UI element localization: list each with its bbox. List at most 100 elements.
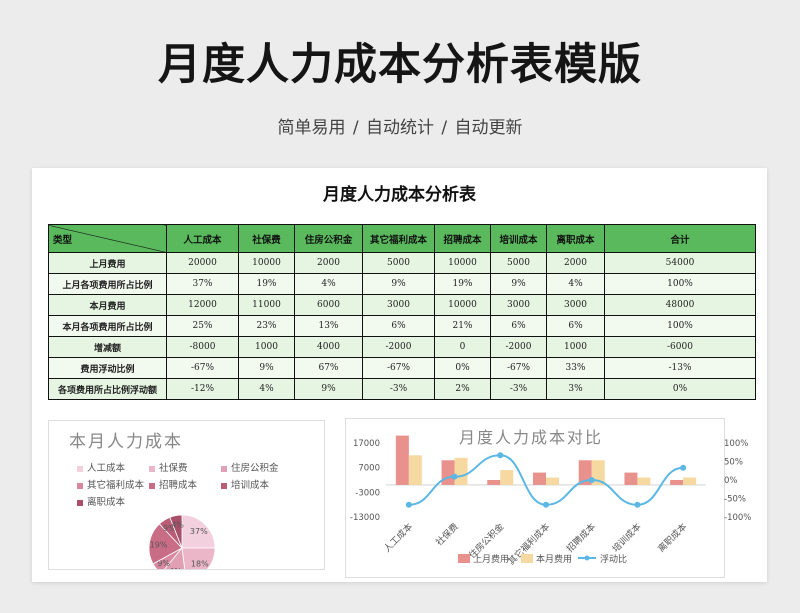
table-cell[interactable]: 21% (434, 315, 491, 337)
table-cell[interactable]: 10000 (238, 252, 295, 274)
row-header-cell[interactable]: 上月费用 (48, 252, 167, 274)
table-cell[interactable]: 6% (490, 315, 547, 337)
table-cell[interactable]: 1000 (546, 336, 605, 358)
table-row: 各项费用所占比例浮动额 -12% 4% 9% -3% 2% -3% 3% 0% (48, 378, 756, 400)
table-cell[interactable]: 2% (434, 378, 491, 400)
pie-chart-title: 本月人力成本 (69, 432, 183, 452)
table-cell[interactable]: 5000 (490, 252, 547, 274)
bar-this-month (591, 460, 605, 485)
table-cell[interactable]: 1000 (238, 336, 295, 358)
table-cell[interactable]: 3000 (546, 294, 605, 316)
row-header-cell[interactable]: 上月各项费用所占比例 (48, 273, 167, 295)
table-cell[interactable]: 3000 (490, 294, 547, 316)
table-cell[interactable]: 100% (604, 315, 756, 337)
row-header-cell[interactable]: 费用浮动比例 (48, 357, 167, 379)
table-cell[interactable]: 11000 (238, 294, 295, 316)
combo-chart-panel[interactable]: 月度人力成本对比 17000 7000 -3000 -13000 100% 50% 0% -50… (345, 418, 751, 578)
table-cell[interactable]: 4% (238, 378, 295, 400)
legend-label: 社保费 (159, 463, 188, 474)
table-cell[interactable]: -8000 (166, 336, 239, 358)
bar-last-month (395, 435, 409, 485)
pie-slice-label: 4% (171, 521, 184, 530)
combo-chart: 月度人力成本对比 17000 7000 -3000 -13000 100% 50% 0% -50… (350, 428, 751, 567)
table-cell[interactable]: -67% (362, 357, 435, 379)
table-cell[interactable]: 100% (604, 273, 756, 295)
table-cell[interactable]: 13% (294, 315, 363, 337)
table-cell[interactable]: -2000 (490, 336, 547, 358)
row-header-cell[interactable]: 各项费用所占比例浮动额 (48, 378, 167, 400)
row-header-cell[interactable]: 增减额 (48, 336, 167, 358)
table-cell[interactable]: 0 (434, 336, 491, 358)
y-tick-label: 17000 (353, 439, 380, 449)
table-cell[interactable]: 54000 (604, 252, 756, 274)
table-cell[interactable]: 9% (238, 357, 295, 379)
table-cell[interactable]: -13% (604, 357, 756, 379)
pie-slice (169, 514, 183, 549)
header-cell[interactable]: 培训成本 (490, 224, 547, 253)
table-cell[interactable]: 23% (238, 315, 295, 337)
pie-slice-label: 18% (191, 560, 209, 569)
table-cell[interactable]: 4% (294, 273, 363, 295)
legend-label: 培训成本 (231, 480, 270, 491)
float-ratio-point (405, 501, 412, 508)
legend-item: 人工成本 (77, 460, 149, 474)
header-cell[interactable]: 招聘成本 (434, 224, 491, 253)
table-cell[interactable]: 9% (362, 273, 435, 295)
table-cell[interactable]: 6% (546, 315, 605, 337)
table-cell[interactable]: 0% (434, 357, 491, 379)
legend-swatch (221, 465, 227, 472)
table-cell[interactable]: 3% (546, 378, 605, 400)
table-cell[interactable]: 25% (166, 315, 239, 337)
table-cell[interactable]: -67% (490, 357, 547, 379)
table-cell[interactable]: 2000 (294, 252, 363, 274)
table-cell[interactable]: 12000 (166, 294, 239, 316)
table-cell[interactable]: -2000 (362, 336, 435, 358)
table-cell[interactable]: -3% (490, 378, 547, 400)
x-tick-label: 人工成本 (381, 521, 415, 555)
pie-slice-label: 4% (169, 567, 182, 570)
header-cell[interactable]: 人工成本 (166, 224, 239, 253)
pie-slice-label: 37% (190, 527, 208, 536)
table-cell[interactable]: 9% (294, 378, 363, 400)
table-cell[interactable]: 67% (294, 357, 363, 379)
header-cell[interactable]: 其它福利成本 (362, 224, 435, 253)
row-header-cell[interactable]: 本月各项费用所占比例 (48, 315, 167, 337)
table-cell[interactable]: -67% (166, 357, 239, 379)
table-cell[interactable]: 6000 (294, 294, 363, 316)
table-cell[interactable]: 19% (434, 273, 491, 295)
table-cell[interactable]: 3000 (362, 294, 435, 316)
header-cell-total[interactable]: 合计 (604, 224, 756, 253)
table-cell[interactable]: 2000 (546, 252, 605, 274)
table-cell[interactable]: -3% (362, 378, 435, 400)
pie-slice-label: 19% (150, 540, 168, 549)
pie-slice-label: 9% (157, 559, 170, 568)
header-cell[interactable]: 社保费 (238, 224, 295, 253)
table-cell[interactable]: 4% (546, 273, 605, 295)
row-header-cell[interactable]: 本月费用 (48, 294, 167, 316)
header-cell[interactable]: 住房公积金 (294, 224, 363, 253)
table-cell[interactable]: 20000 (166, 252, 239, 274)
table-cell[interactable]: -12% (166, 378, 239, 400)
legend-swatch (149, 465, 155, 472)
table-cell[interactable]: 10000 (434, 252, 491, 274)
table-cell[interactable]: 4000 (294, 336, 363, 358)
table-cell[interactable]: -6000 (604, 336, 756, 358)
table-cell[interactable]: 6% (362, 315, 435, 337)
legend-label: 上月费用 (473, 553, 509, 565)
header-cell-type[interactable]: 类型 (48, 224, 167, 253)
table-cell[interactable]: 33% (546, 357, 605, 379)
table-cell[interactable]: 37% (166, 273, 239, 295)
table-cell[interactable]: 48000 (604, 294, 756, 316)
x-tick-label: 离职成本 (655, 521, 689, 555)
table-cell[interactable]: 0% (604, 378, 756, 400)
pie-chart-panel[interactable]: 本月人力成本 人工成本 社保费 住房公积金其它福利成本 招聘成本 培训成本离职成本 37… (48, 420, 325, 570)
header-cell[interactable]: 离职成本 (546, 224, 605, 253)
x-tick-label: 培训成本 (610, 521, 644, 555)
table-cell[interactable]: 19% (238, 273, 295, 295)
table-cell[interactable]: 5000 (362, 252, 435, 274)
table-cell[interactable]: 9% (490, 273, 547, 295)
legend-label: 人工成本 (87, 463, 126, 474)
table-cell[interactable]: 10000 (434, 294, 491, 316)
legend-label: 住房公积金 (231, 463, 279, 474)
y2-tick-label: 50% (724, 458, 743, 468)
